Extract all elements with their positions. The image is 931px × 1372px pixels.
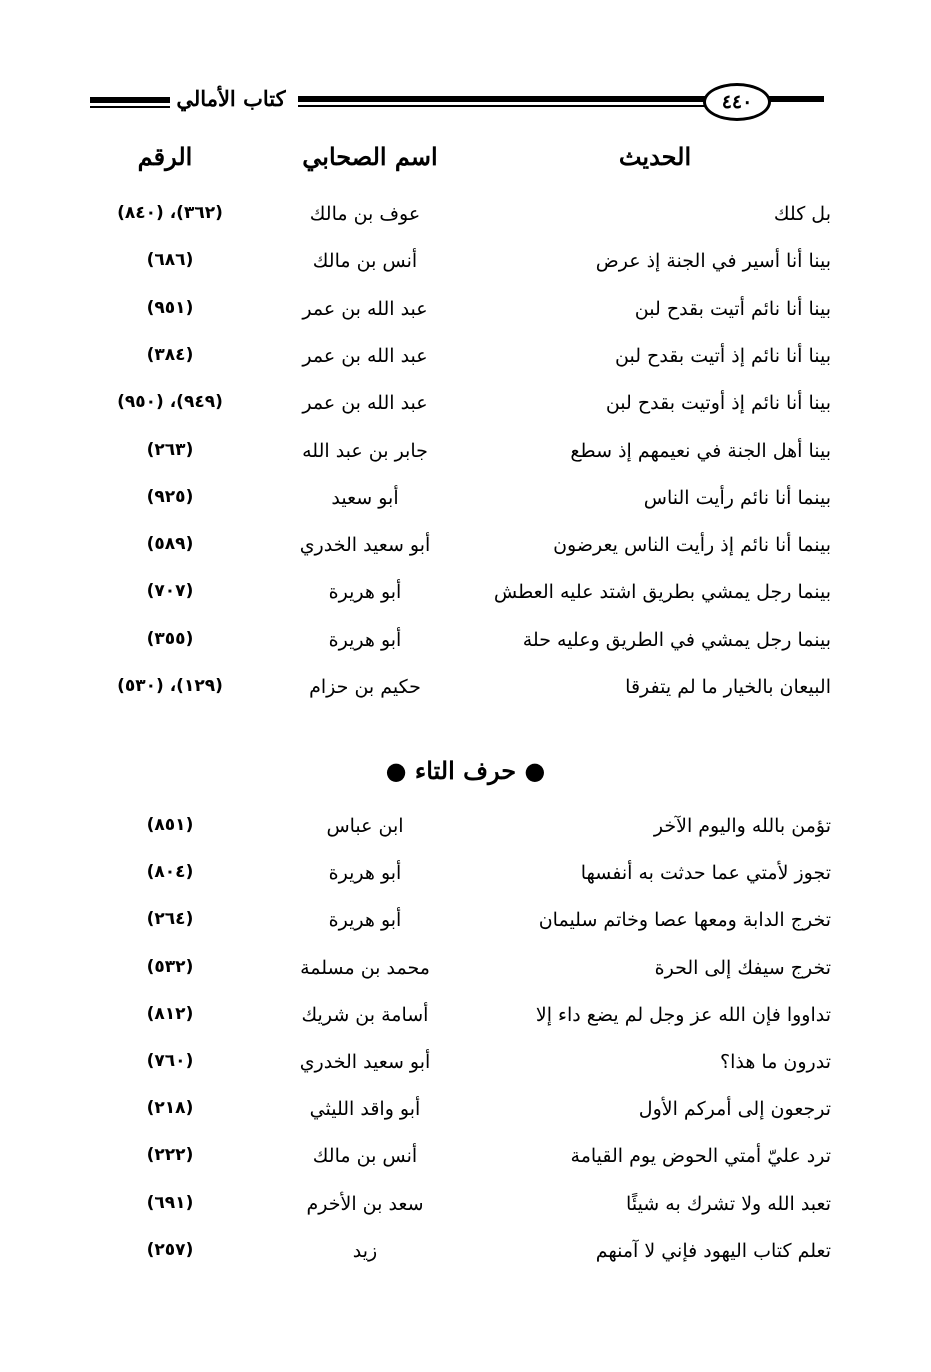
table-row: تدرون ما هذا؟ أبو سعيد الخدري (٧٦٠): [0, 1051, 931, 1091]
table-row: البيعان بالخيار ما لم يتفرقا حكيم بن حزام…: [0, 676, 931, 716]
companion-name: أبو هريرة: [328, 909, 402, 932]
hadith-number: (٥٨٩): [146, 534, 194, 555]
hadith-number: (١٢٩)، (٥٣٠): [117, 676, 223, 696]
hadith-number: (٨٠٤): [146, 862, 194, 883]
hadith-number: (٢٦٣): [146, 439, 194, 460]
table-row: تعلم كتاب اليهود فإني لا آمنهم زيد (٢٥٧): [0, 1240, 931, 1280]
companion-name: أسامة بن شريك: [301, 1003, 429, 1026]
hadith-number: (٦٩١): [146, 1192, 194, 1213]
hadith-text: بينا أهل الجنة في نعيمهم إذ سطع: [570, 439, 831, 462]
page-number: ٤٤٠: [703, 83, 771, 121]
companion-name: جابر بن عبد الله: [302, 439, 428, 462]
hadith-text: ترد عليّ أمتي الحوض يوم القيامة: [570, 1145, 831, 1168]
hadith-number: (٦٨٦): [146, 250, 194, 271]
hadith-text: ترجعون إلى أمركم الأول: [638, 1098, 831, 1121]
hadith-text: تخرج الدابة ومعها عصا وخاتم سليمان: [538, 909, 831, 932]
column-header-number: الرقم: [137, 142, 193, 171]
header-rule-right: [764, 96, 824, 102]
hadith-text: بينا أنا نائم إذ أوتيت بقدح لبن: [605, 392, 831, 415]
hadith-number: (٩٢٥): [146, 486, 194, 507]
hadith-number: (٣٨٤): [146, 344, 194, 365]
hadith-text: بينما رجل يمشي بطريق اشتد عليه العطش: [493, 581, 831, 604]
hadith-number: (٢١٨): [146, 1098, 194, 1119]
table-row: تؤمن بالله واليوم الآخر ابن عباس (٨٥١): [0, 815, 931, 855]
hadith-number: (٨١٢): [146, 1003, 194, 1024]
companion-name: عوف بن مالك: [309, 203, 421, 225]
table-row: بل كلك عوف بن مالك (٣٦٢)، (٨٤٠): [0, 203, 931, 243]
hadith-number: (٩٤٩)، (٩٥٠): [117, 392, 223, 413]
hadith-text: تجوز لأمتي عما حدثت به أنفسها: [580, 862, 831, 885]
companion-name: أبو سعيد الخدري: [299, 534, 431, 557]
companion-name: أنس بن مالك: [312, 1145, 418, 1168]
header-rule-middle: [298, 96, 706, 102]
companion-name: عبد الله بن عمر: [302, 392, 428, 415]
book-title: كتاب الأمالي: [176, 86, 286, 111]
hadith-number: (٢٦٤): [146, 909, 194, 930]
companion-name: أبو سعيد: [331, 486, 399, 509]
table-row: بينا أنا نائم أتيت بقدح لبن عبد الله بن ع…: [0, 298, 931, 338]
companion-name: أبو واقد الليثي: [309, 1098, 421, 1121]
companion-name: أبو سعيد الخدري: [299, 1051, 431, 1073]
companion-name: أنس بن مالك: [312, 250, 418, 273]
table-row: بينا أهل الجنة في نعيمهم إذ سطع جابر بن ع…: [0, 440, 931, 480]
companion-name: أبو هريرة: [328, 581, 402, 604]
companion-name: زيد: [352, 1239, 378, 1262]
hadith-number: (٢٥٧): [146, 1239, 194, 1260]
hadith-number: (٧٠٧): [146, 581, 194, 602]
table-row: تخرج الدابة ومعها عصا وخاتم سليمان أبو هر…: [0, 909, 931, 949]
hadith-number: (٧٦٠): [146, 1051, 194, 1071]
hadith-text: بينا أنا نائم إذ أتيت بقدح لبن: [615, 344, 831, 367]
table-row: تداووا فإن الله عز وجل لم يضع داء إلا أسا…: [0, 1004, 931, 1044]
hadith-text: تعلم كتاب اليهود فإني لا آمنهم: [595, 1239, 831, 1262]
hadith-text: تداووا فإن الله عز وجل لم يضع داء إلا: [535, 1003, 831, 1026]
companion-name: حكيم بن حزام: [309, 676, 421, 698]
hadith-number: (٥٣٢): [146, 956, 194, 977]
companion-name: عبد الله بن عمر: [302, 344, 428, 367]
companion-name: عبد الله بن عمر: [302, 297, 428, 320]
hadith-text: تؤمن بالله واليوم الآخر: [653, 815, 831, 837]
table-row: تخرج سيفك إلى الحرة محمد بن مسلمة (٥٣٢): [0, 957, 931, 997]
hadith-text: تعبد الله ولا تشرك به شيئًا: [626, 1192, 831, 1215]
section-heading: ● حرف التاء ●: [385, 756, 546, 785]
hadith-text: بينا أنا أسير في الجنة إذ عرض: [595, 250, 831, 273]
hadith-text: بينا أنا نائم أتيت بقدح لبن: [634, 297, 831, 320]
table-row: ترجعون إلى أمركم الأول أبو واقد الليثي (٢١…: [0, 1098, 931, 1138]
table-row: بينما رجل يمشي في الطريق وعليه حلة أبو هر…: [0, 629, 931, 669]
hadith-number: (٢٢٢): [146, 1145, 194, 1166]
hadith-text: البيعان بالخيار ما لم يتفرقا: [625, 676, 831, 698]
hadith-text: بينما رجل يمشي في الطريق وعليه حلة: [522, 628, 831, 651]
companion-name: أبو هريرة: [328, 628, 402, 651]
header-rule-middle-thin: [298, 105, 706, 107]
hadith-number: (٣٥٥): [146, 628, 194, 649]
table-row: تجوز لأمتي عما حدثت به أنفسها أبو هريرة (٨…: [0, 862, 931, 902]
companion-name: سعد بن الأخرم: [306, 1192, 424, 1215]
table-row: بينما أنا نائم رأيت الناس أبو سعيد (٩٢٥): [0, 487, 931, 527]
companion-name: محمد بن مسلمة: [300, 956, 430, 979]
hadith-number: (٨٥١): [146, 815, 194, 835]
header-rule-left-thin: [90, 106, 170, 108]
hadith-number: (٣٦٢)، (٨٤٠): [117, 203, 223, 223]
hadith-text: تدرون ما هذا؟: [720, 1051, 831, 1073]
hadith-text: بينما أنا نائم رأيت الناس: [643, 486, 831, 509]
table-row: بينما رجل يمشي بطريق اشتد عليه العطش أبو …: [0, 581, 931, 621]
table-row: ترد عليّ أمتي الحوض يوم القيامة أنس بن ما…: [0, 1145, 931, 1185]
hadith-text: بل كلك: [773, 203, 831, 225]
table-row: تعبد الله ولا تشرك به شيئًا سعد بن الأخرم…: [0, 1193, 931, 1233]
column-header-hadith: الحديث: [618, 142, 692, 171]
table-row: بينا أنا أسير في الجنة إذ عرض أنس بن مالك…: [0, 250, 931, 290]
header-rule-left: [90, 97, 170, 103]
table-row: بينا أنا نائم إذ أوتيت بقدح لبن عبد الله …: [0, 392, 931, 432]
hadith-number: (٩٥١): [146, 297, 194, 318]
companion-name: أبو هريرة: [328, 862, 402, 885]
hadith-text: تخرج سيفك إلى الحرة: [654, 956, 831, 979]
hadith-text: بينما أنا نائم إذ رأيت الناس يعرضون: [553, 534, 831, 557]
companion-name: ابن عباس: [326, 815, 404, 837]
table-row: بينما أنا نائم إذ رأيت الناس يعرضون أبو س…: [0, 534, 931, 574]
column-header-companion: اسم الصحابي: [302, 142, 438, 171]
table-row: بينا أنا نائم إذ أتيت بقدح لبن عبد الله ب…: [0, 345, 931, 385]
